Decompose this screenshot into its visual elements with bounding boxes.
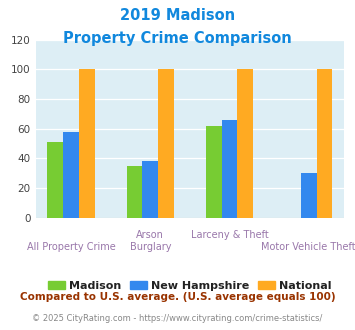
Text: Arson: Arson bbox=[136, 230, 164, 240]
Text: Larceny & Theft: Larceny & Theft bbox=[191, 230, 268, 240]
Text: Compared to U.S. average. (U.S. average equals 100): Compared to U.S. average. (U.S. average … bbox=[20, 292, 335, 302]
Bar bbox=[206, 126, 222, 218]
Bar bbox=[237, 69, 253, 218]
Bar bbox=[127, 166, 142, 218]
Text: 2019 Madison: 2019 Madison bbox=[120, 8, 235, 23]
Bar bbox=[222, 120, 237, 218]
Bar bbox=[47, 142, 63, 218]
Bar bbox=[301, 173, 317, 218]
Bar bbox=[63, 132, 79, 218]
Text: Motor Vehicle Theft: Motor Vehicle Theft bbox=[261, 242, 355, 251]
Text: All Property Crime: All Property Crime bbox=[27, 242, 115, 251]
Bar bbox=[317, 69, 333, 218]
Bar bbox=[158, 69, 174, 218]
Text: Property Crime Comparison: Property Crime Comparison bbox=[63, 31, 292, 46]
Text: © 2025 CityRating.com - https://www.cityrating.com/crime-statistics/: © 2025 CityRating.com - https://www.city… bbox=[32, 314, 323, 323]
Text: Burglary: Burglary bbox=[130, 242, 171, 251]
Bar bbox=[79, 69, 95, 218]
Legend: Madison, New Hampshire, National: Madison, New Hampshire, National bbox=[43, 277, 337, 296]
Bar bbox=[142, 161, 158, 218]
